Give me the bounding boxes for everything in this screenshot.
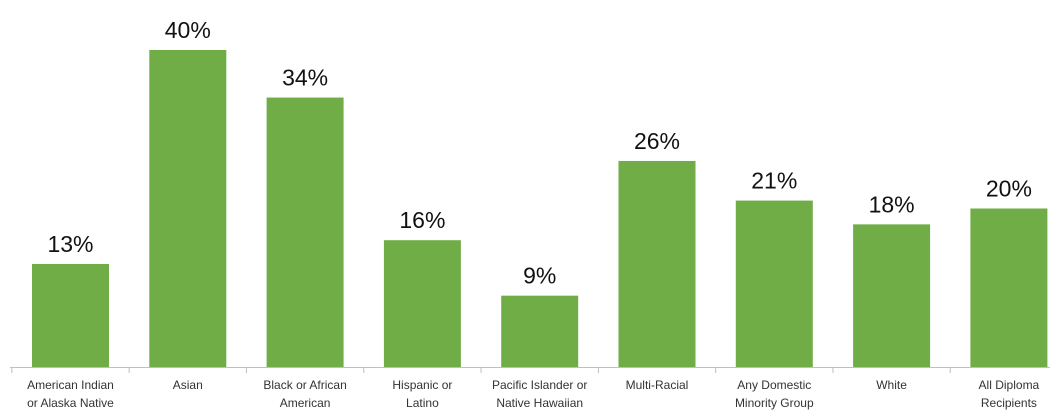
data-label: 26% xyxy=(634,128,680,154)
data-label: 13% xyxy=(47,231,93,257)
data-label: 9% xyxy=(523,263,556,289)
data-label: 20% xyxy=(986,176,1032,202)
bar xyxy=(501,295,579,367)
x-tick-label: All Diploma Recipients xyxy=(978,378,1040,410)
x-tick-label: White xyxy=(876,378,907,392)
x-tick-label: Multi-Racial xyxy=(625,378,689,392)
data-label: 21% xyxy=(751,168,797,194)
bar xyxy=(853,224,931,367)
data-label: 18% xyxy=(869,191,915,217)
x-tick-label: American Indian or Alaska Native xyxy=(27,378,114,410)
bar xyxy=(970,208,1048,367)
bar xyxy=(618,160,696,367)
x-tick-label: Black or African American xyxy=(263,378,347,410)
bar xyxy=(32,263,109,367)
bar xyxy=(735,200,813,367)
x-tick-label: Pacific Islander or Native Hawaiian xyxy=(492,378,588,410)
x-tick-label: Any Domestic Minority Group xyxy=(734,378,814,410)
x-tick-label: Asian xyxy=(172,378,203,392)
bar xyxy=(149,50,227,367)
data-label: 34% xyxy=(282,65,328,91)
data-label: 40% xyxy=(165,17,211,43)
x-tick-label: Hispanic or Latino xyxy=(392,378,453,410)
data-label: 16% xyxy=(399,207,445,233)
bar xyxy=(266,97,344,368)
bar xyxy=(383,240,461,367)
